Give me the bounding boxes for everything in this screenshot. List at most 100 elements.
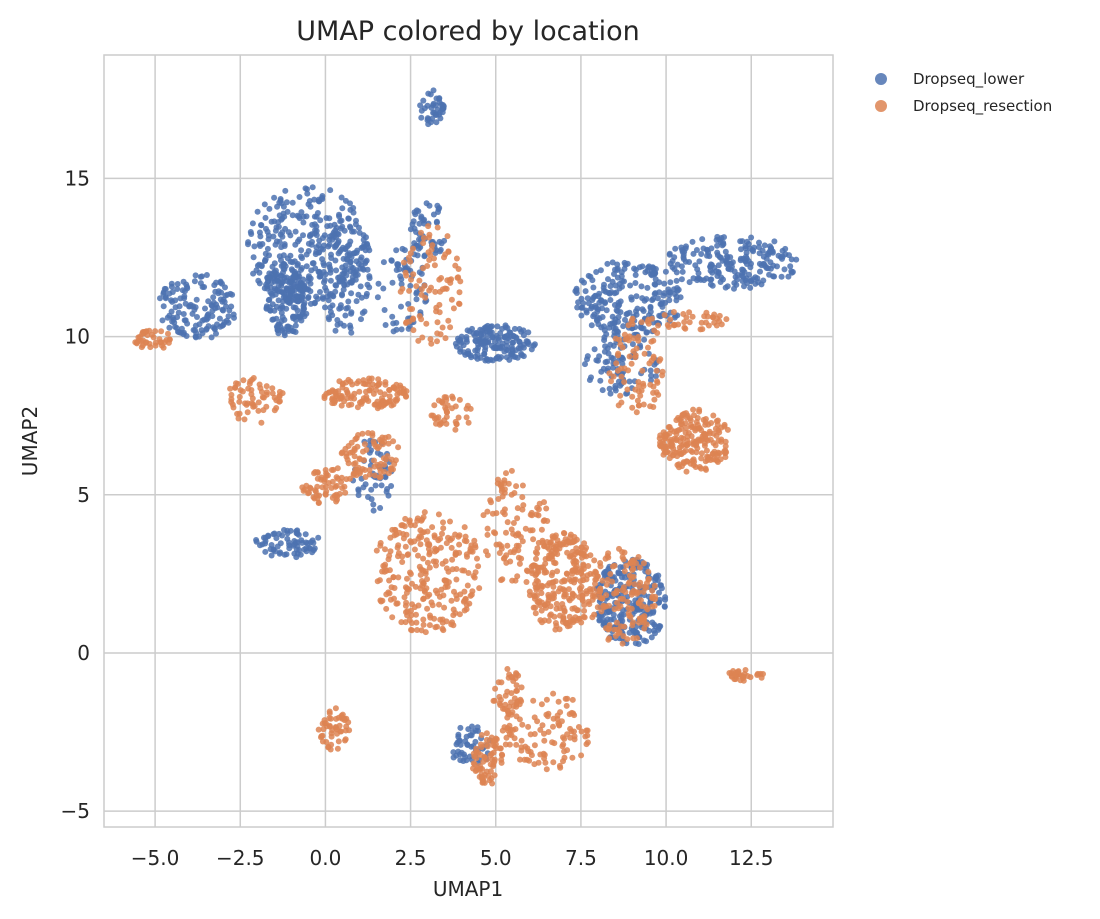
data-point — [502, 692, 509, 699]
data-point — [586, 601, 593, 608]
data-point — [365, 494, 371, 500]
data-point — [600, 365, 607, 372]
data-point — [435, 397, 442, 404]
data-point — [550, 590, 557, 597]
data-point — [343, 305, 350, 312]
data-point — [336, 305, 343, 312]
data-point — [727, 254, 734, 261]
data-point — [342, 262, 349, 269]
data-point — [637, 392, 644, 399]
data-point — [634, 397, 641, 404]
data-point — [585, 563, 592, 569]
legend-label: Dropseq_lower — [913, 70, 1025, 89]
data-point — [437, 331, 444, 338]
data-point — [498, 545, 505, 552]
data-point — [471, 574, 478, 581]
data-point — [257, 243, 264, 249]
data-point — [607, 321, 614, 328]
data-point — [607, 390, 614, 397]
data-point — [644, 284, 651, 291]
data-point — [633, 409, 640, 416]
data-point — [398, 619, 405, 626]
data-point — [449, 566, 456, 573]
data-point — [406, 617, 413, 623]
data-point — [582, 288, 589, 295]
data-point — [432, 624, 439, 631]
data-point — [310, 539, 317, 546]
data-point — [203, 326, 210, 333]
data-point — [419, 516, 426, 523]
data-point — [597, 377, 604, 384]
data-point — [294, 262, 301, 269]
data-point — [601, 281, 607, 288]
data-point — [427, 612, 433, 619]
data-point — [671, 266, 678, 273]
data-point — [760, 277, 767, 284]
data-point — [225, 313, 232, 320]
data-point — [244, 409, 251, 416]
data-point — [273, 271, 280, 278]
data-point — [718, 438, 725, 445]
data-point — [645, 344, 651, 351]
data-point — [584, 295, 591, 302]
data-point — [453, 576, 460, 583]
data-point — [236, 393, 243, 400]
data-point — [368, 486, 375, 493]
data-point — [463, 334, 470, 340]
data-point — [493, 332, 500, 339]
data-point — [306, 198, 313, 204]
data-point — [610, 611, 617, 618]
data-point — [570, 710, 577, 717]
data-point — [447, 324, 454, 331]
data-point — [617, 298, 624, 305]
y-tick-label: 10 — [65, 325, 90, 349]
data-point — [341, 717, 348, 724]
data-point — [511, 325, 518, 332]
data-point — [690, 275, 697, 282]
data-point — [142, 328, 149, 335]
data-point — [472, 569, 479, 576]
data-point — [523, 579, 530, 585]
data-point — [314, 475, 321, 482]
data-point — [577, 566, 584, 573]
data-point — [247, 229, 254, 235]
data-point — [427, 91, 434, 98]
data-point — [351, 453, 358, 460]
data-point — [456, 541, 463, 548]
data-point — [425, 121, 432, 128]
data-point — [530, 592, 537, 599]
data-point — [698, 319, 705, 326]
data-point — [270, 233, 277, 240]
data-point — [515, 531, 522, 538]
data-point — [714, 417, 721, 424]
data-point — [504, 542, 511, 549]
data-point — [649, 593, 656, 600]
data-point — [420, 240, 427, 247]
data-point — [584, 727, 591, 734]
data-point — [418, 566, 425, 573]
data-point — [562, 591, 569, 598]
data-point — [436, 421, 443, 428]
data-point — [413, 283, 420, 290]
data-point — [635, 388, 642, 395]
data-point — [680, 441, 687, 448]
data-point — [371, 472, 378, 479]
data-point — [672, 245, 679, 252]
data-point — [632, 354, 639, 361]
data-point — [436, 601, 442, 608]
data-point — [474, 355, 481, 362]
data-point — [637, 616, 644, 623]
data-point — [520, 332, 527, 339]
data-point — [704, 252, 710, 259]
data-point — [358, 294, 365, 301]
data-point — [224, 291, 231, 298]
data-point — [640, 383, 647, 389]
data-point — [545, 555, 552, 562]
data-point — [341, 227, 348, 234]
data-point — [424, 605, 431, 612]
data-point — [440, 519, 446, 526]
data-point — [294, 238, 301, 245]
data-point — [327, 222, 334, 229]
data-point — [343, 386, 350, 393]
data-point — [588, 322, 595, 329]
